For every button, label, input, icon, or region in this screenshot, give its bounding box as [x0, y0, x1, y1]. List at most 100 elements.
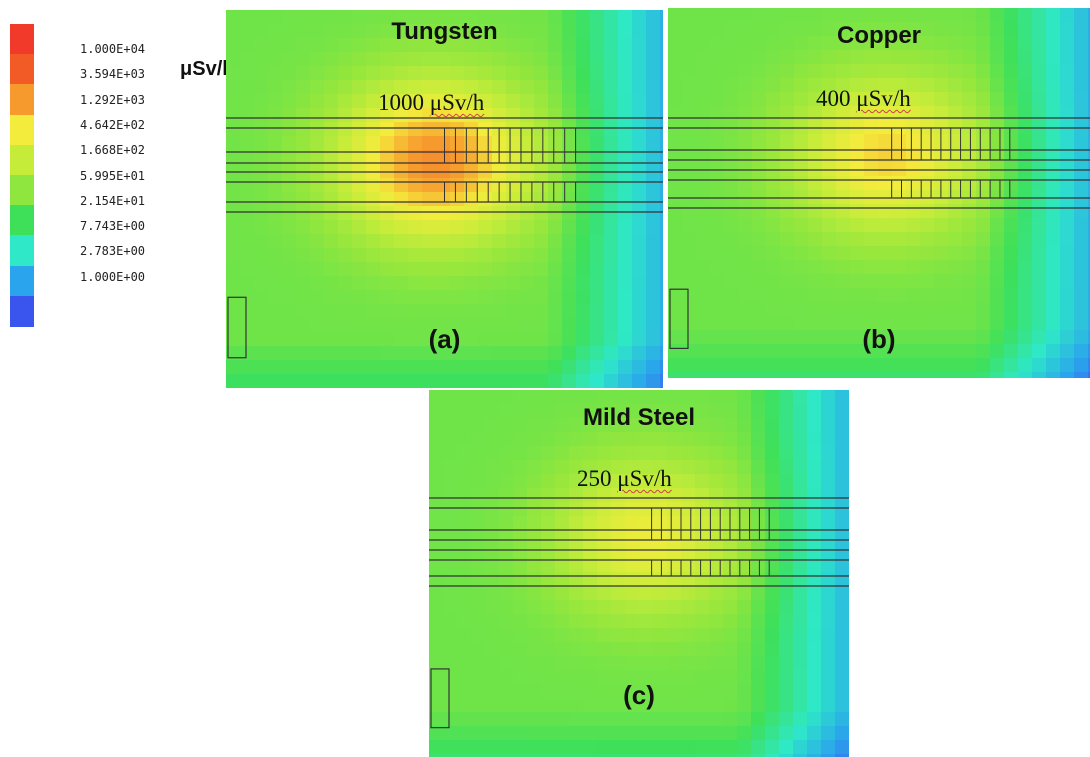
dose-cell [352, 276, 367, 291]
dose-cell [821, 516, 836, 531]
dose-cell [752, 274, 767, 289]
dose-cell [821, 684, 836, 699]
dose-cell [695, 474, 710, 489]
legend-level-label: 3.594E+03 [80, 67, 146, 82]
dose-cell [422, 262, 437, 277]
dose-cell [485, 474, 500, 489]
dose-cell [450, 136, 465, 151]
dose-cell [464, 150, 479, 165]
dose-cell [646, 66, 661, 81]
dose-cell [766, 120, 781, 135]
dose-cell [793, 684, 808, 699]
dose-cell [541, 418, 556, 433]
dose-cell [513, 404, 528, 419]
dose-cell [878, 134, 893, 149]
dose-cell [835, 586, 849, 601]
dose-cell [296, 304, 311, 319]
dose-cell [682, 260, 697, 275]
dose-cell [779, 530, 794, 545]
dose-cell [268, 66, 283, 81]
dose-cell [520, 136, 535, 151]
dose-cell [976, 176, 991, 191]
dose-cell [478, 220, 493, 235]
dose-cell [618, 290, 633, 305]
dose-cell [808, 64, 823, 79]
dose-cell [1088, 78, 1090, 93]
dose-cell [667, 460, 682, 475]
dose-cell [1032, 92, 1047, 107]
dose-cell [506, 346, 521, 361]
dose-cell [380, 206, 395, 221]
dose-cell [492, 262, 507, 277]
dose-cell [990, 50, 1005, 65]
dose-cell [668, 232, 683, 247]
dose-cell [226, 10, 241, 25]
dose-cell [793, 460, 808, 475]
dose-cell [450, 290, 465, 305]
dose-cell [436, 122, 451, 137]
dose-cell [590, 178, 605, 193]
dose-cell [835, 572, 849, 587]
dose-cell [380, 164, 395, 179]
dose-cell [380, 80, 395, 95]
legend-color-bar [10, 24, 34, 327]
dose-cell [709, 516, 724, 531]
dose-cell [597, 586, 612, 601]
dose-cell [464, 234, 479, 249]
dose-cell [751, 740, 766, 755]
dose-cell [780, 190, 795, 205]
panel-title: Tungsten [391, 18, 498, 45]
dose-cell [1074, 176, 1089, 191]
dose-cell [296, 122, 311, 137]
dose-cell [646, 122, 661, 137]
dose-cell [513, 698, 528, 713]
dose-cell [738, 50, 753, 65]
dose-cell [696, 330, 711, 345]
dose-cell [696, 204, 711, 219]
dose-cell [527, 712, 542, 727]
dose-cell [660, 360, 663, 375]
dose-cell [660, 374, 663, 388]
dose-cell [443, 726, 458, 741]
dose-cell [457, 530, 472, 545]
dose-cell [962, 134, 977, 149]
dose-cell [794, 274, 809, 289]
dose-cell [934, 106, 949, 121]
dose-cell [738, 190, 753, 205]
legend-swatch [10, 205, 34, 237]
dose-cell [625, 404, 640, 419]
dose-cell [282, 360, 297, 375]
dose-cell [394, 94, 409, 109]
dose-cell [794, 176, 809, 191]
dose-cell [394, 108, 409, 123]
dose-cell [807, 446, 822, 461]
dose-cell [751, 404, 766, 419]
dose-cell [499, 474, 514, 489]
dose-cell [254, 346, 269, 361]
dose-cell [668, 330, 683, 345]
dose-cell [618, 108, 633, 123]
dose-cell [835, 614, 849, 629]
dose-cell [562, 136, 577, 151]
dose-cell [779, 488, 794, 503]
dose-cell [878, 344, 893, 359]
dose-cell [625, 670, 640, 685]
dose-cell [352, 234, 367, 249]
dose-cell [450, 122, 465, 137]
dose-cell [822, 50, 837, 65]
dose-cell [681, 628, 696, 643]
dose-cell [779, 614, 794, 629]
dose-cell [738, 372, 753, 378]
dose-cell [254, 52, 269, 67]
dose-cell [408, 52, 423, 67]
dose-cell [282, 94, 297, 109]
dose-cell [976, 358, 991, 373]
dose-cell [485, 712, 500, 727]
dose-cell [667, 670, 682, 685]
dose-cell [618, 80, 633, 95]
dose-cell [878, 260, 893, 275]
dose-cell [653, 460, 668, 475]
dose-cell [920, 218, 935, 233]
dose-cell [779, 432, 794, 447]
dose-cell [850, 232, 865, 247]
